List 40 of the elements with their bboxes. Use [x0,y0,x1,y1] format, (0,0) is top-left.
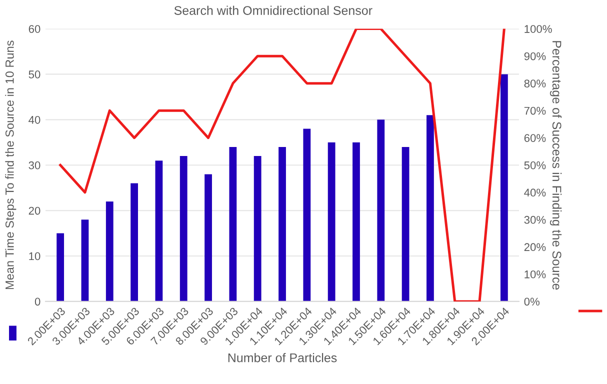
bar [426,115,434,302]
y2-tick-label: 100% [524,25,552,33]
y2-tick-label: 20% [524,243,546,252]
y2-tick-label: 50% [524,161,546,170]
y2-tick-label: 80% [524,80,546,88]
y-tick-label: 0 [34,298,40,306]
y-tick-label: 40 [28,116,40,124]
bar [229,146,237,302]
bar [56,233,64,302]
bar [303,128,311,302]
y2-tick-label: 0% [524,298,540,306]
x-axis-title: Number of Particles [228,353,337,362]
bar [500,74,508,302]
y-axis-title: Mean Time Steps To find the Source in 10 Runs [5,40,16,290]
bar [328,142,336,302]
y2-tick-label: 90% [524,52,546,60]
chart-title: Search with Omnidirectional Sensor [174,6,372,15]
bar [106,201,114,302]
y2-tick-label: 60% [524,134,546,142]
bar [254,156,262,302]
y2-tick-label: 30% [524,216,546,224]
bar [180,156,188,302]
y2-tick-label: 10% [524,270,546,278]
y2-axis-title: Percentage of Success in Finding the Source [550,41,562,290]
y-tick-label: 10 [29,252,40,260]
bar [81,220,89,302]
y-tick-label: 20 [28,206,40,215]
bar [377,120,385,302]
y-tick-label: 50 [28,70,40,78]
y-tick-label: 30 [28,161,40,170]
y-tick-label: 60 [28,25,40,33]
y2-tick-label: 70% [524,106,546,115]
line-series [59,28,506,302]
bar [402,146,410,302]
y2-tick-label: 40% [524,188,546,197]
bar [278,146,286,302]
bar [204,174,212,302]
bar [352,142,360,302]
bar [155,160,163,302]
bar [130,183,138,302]
